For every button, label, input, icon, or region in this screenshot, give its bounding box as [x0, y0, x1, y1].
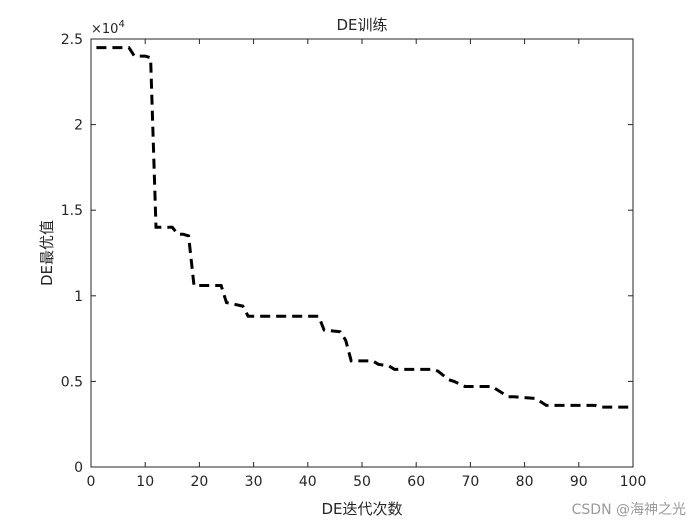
x-tick-label: 50 — [353, 474, 371, 490]
x-tick-label: 90 — [570, 474, 588, 490]
plot-area — [90, 38, 634, 468]
y-tick-label: 2.5 — [61, 32, 83, 48]
y-axis-title: DE最优值 — [38, 220, 56, 286]
y-tick-label: 0.5 — [61, 374, 83, 390]
y-axis-ticks: 0 0.5 1 1.5 2 2.5 — [61, 32, 633, 476]
y-tick-label: 2 — [74, 118, 83, 134]
watermark: CSDN @海神之光 — [571, 502, 686, 518]
x-tick-label: 20 — [190, 474, 208, 490]
y-exponent-label: ×104 — [91, 19, 125, 37]
x-tick-label: 0 — [87, 474, 96, 490]
y-tick-label: 1 — [74, 289, 83, 305]
series-line — [96, 46, 633, 409]
x-tick-label: 80 — [516, 474, 534, 490]
x-axis-ticks: 0 10 20 30 40 50 60 70 80 90 100 — [87, 39, 647, 490]
y-tick-label: 0 — [74, 460, 83, 476]
chart-title: DE训练 — [336, 16, 387, 34]
x-axis-title: DE迭代次数 — [321, 500, 402, 518]
x-tick-label: 70 — [461, 474, 479, 490]
x-tick-label: 10 — [136, 474, 154, 490]
x-tick-label: 30 — [245, 474, 263, 490]
x-tick-label: 40 — [299, 474, 317, 490]
x-tick-label: 60 — [407, 474, 425, 490]
y-tick-label: 1.5 — [61, 203, 83, 219]
x-tick-label: 100 — [620, 474, 647, 490]
